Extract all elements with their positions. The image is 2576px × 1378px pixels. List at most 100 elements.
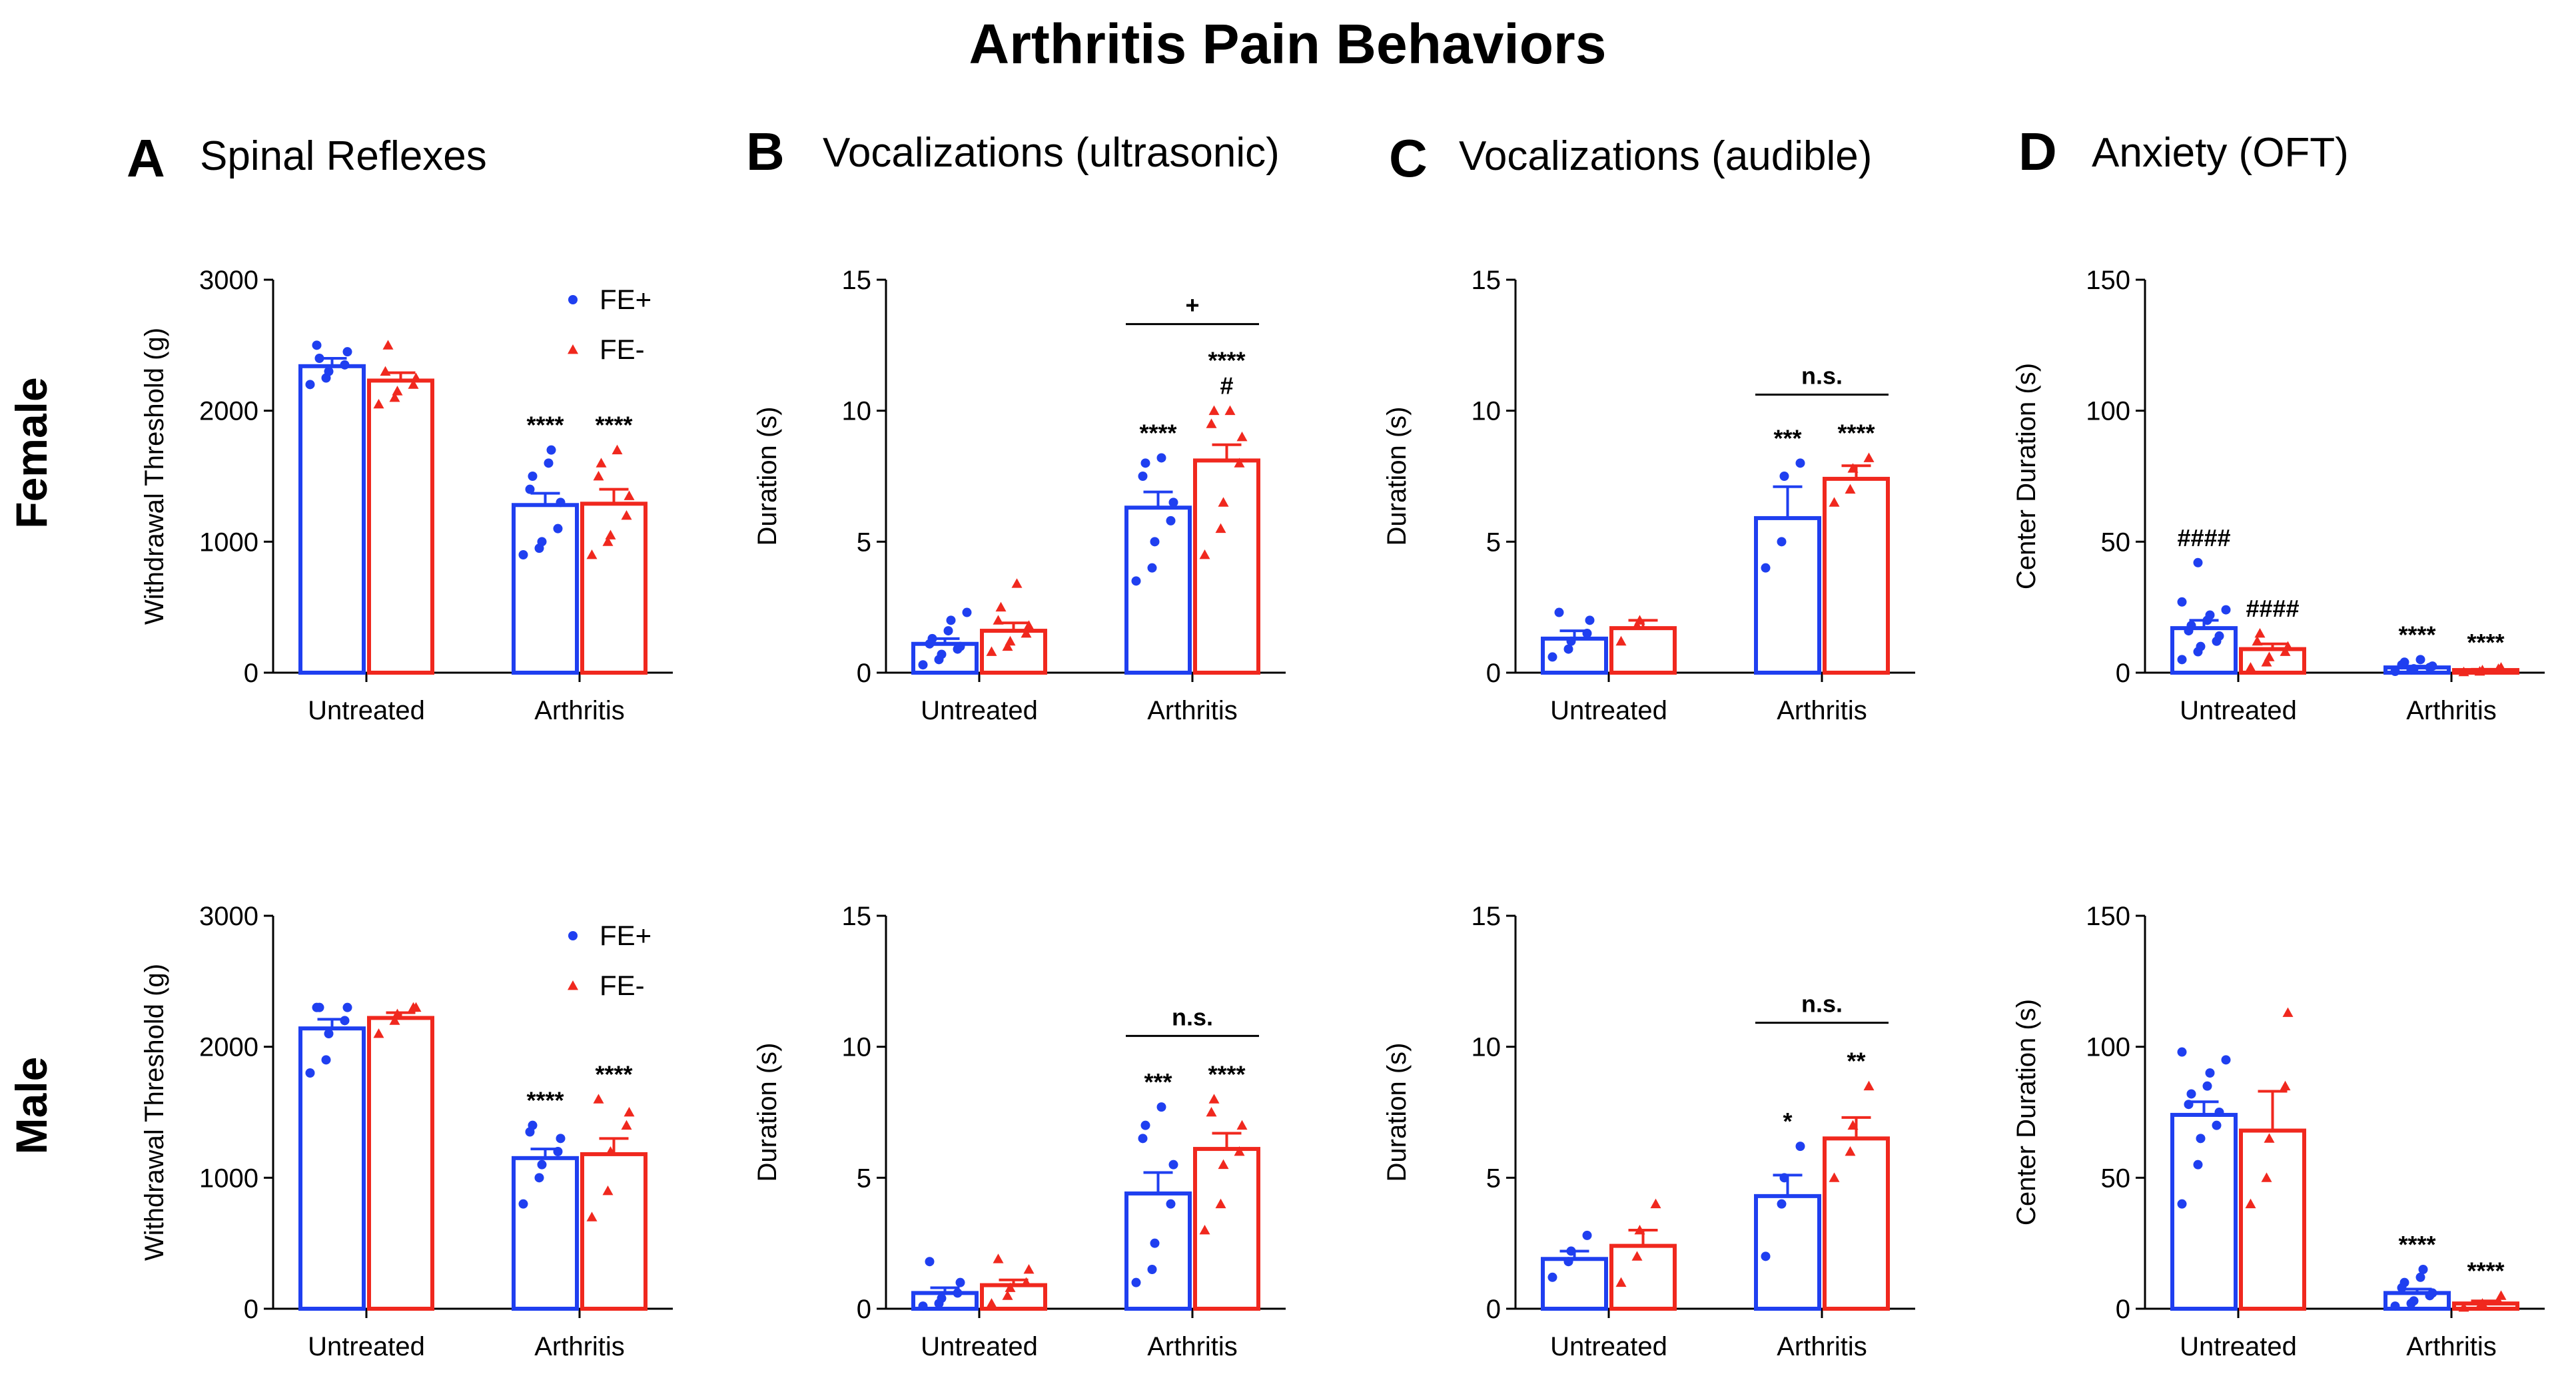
- legend-label: FE-: [600, 334, 645, 365]
- bar: [1609, 1243, 1677, 1311]
- legend-marker: [568, 931, 578, 940]
- x-tick-label: Arthritis: [1147, 1332, 1238, 1361]
- data-point: [943, 626, 953, 636]
- significance-label: ****: [595, 1060, 632, 1088]
- chart-1-0: 0 1000 2000 3000 Withdrawal Threshold (g) Unt…: [140, 902, 673, 1361]
- data-point: [1795, 1142, 1805, 1152]
- x-tick-label: Untreated: [1550, 696, 1667, 725]
- y-tick-label: 15: [1472, 266, 1502, 295]
- data-point: [624, 1107, 635, 1117]
- legend-label: FE-: [600, 970, 645, 1001]
- y-axis-label: Center Duration (s): [2012, 363, 2041, 589]
- significance-label: ****: [2467, 629, 2504, 656]
- data-point: [1563, 1257, 1573, 1267]
- data-point: [2282, 641, 2294, 651]
- data-point: [2458, 1302, 2469, 1312]
- data-point: [1615, 635, 1627, 646]
- data-point: [1829, 497, 1840, 507]
- y-tick-label: 10: [842, 397, 872, 426]
- data-point: [2409, 1296, 2419, 1306]
- data-point: [962, 607, 972, 617]
- data-point: [927, 633, 937, 643]
- x-tick-label: Untreated: [921, 1332, 1038, 1361]
- data-point: [2415, 655, 2425, 665]
- bar: [1609, 626, 1677, 675]
- data-point: [1140, 1120, 1150, 1130]
- data-point: [321, 1055, 331, 1065]
- data-point: [544, 458, 554, 468]
- data-point: [1140, 458, 1150, 468]
- data-point: [1779, 472, 1789, 481]
- significance-label: ****: [1208, 347, 1245, 374]
- data-point: [2458, 666, 2469, 677]
- data-point: [340, 360, 350, 370]
- data-point: [1582, 629, 1592, 638]
- data-point: [553, 523, 563, 533]
- data-point: [602, 1186, 614, 1196]
- data-point: [1863, 1080, 1875, 1091]
- chart-0-1: 0 5 10 15 Duration (s) Untreated Arthritis ****…: [753, 266, 1286, 725]
- data-point: [1011, 578, 1023, 588]
- data-point: [314, 354, 324, 363]
- data-point: [2495, 1290, 2507, 1300]
- y-tick-label: 150: [2086, 902, 2130, 931]
- x-tick-label: Arthritis: [534, 1332, 625, 1361]
- data-point: [2264, 1133, 2275, 1143]
- data-point: [1234, 1146, 1245, 1156]
- data-point: [537, 537, 547, 547]
- y-tick-label: 10: [1472, 1033, 1502, 1062]
- panel-title-d: Anxiety (OFT): [2092, 130, 2349, 176]
- panel-title-a: Spinal Reflexes: [200, 133, 487, 179]
- data-point: [621, 1120, 632, 1130]
- data-point: [1554, 607, 1564, 617]
- data-point: [2399, 657, 2409, 667]
- y-tick-label: 1000: [199, 1164, 258, 1193]
- data-point: [373, 398, 384, 409]
- y-tick-label: 0: [1486, 659, 1501, 688]
- data-point: [1166, 516, 1176, 525]
- row-label-female: Female: [7, 377, 56, 528]
- x-tick-label: Untreated: [308, 1332, 425, 1361]
- data-point: [946, 615, 956, 625]
- data-point: [2282, 1007, 2294, 1017]
- panel-letter-d: D: [2018, 122, 2057, 181]
- data-point: [556, 1134, 566, 1144]
- data-point: [2418, 1265, 2428, 1274]
- bracket-label: n.s.: [1801, 362, 1843, 389]
- data-point: [1206, 1107, 1217, 1117]
- data-point: [1650, 1198, 1661, 1209]
- data-point: [1547, 1272, 1557, 1282]
- bar: [1124, 1191, 1192, 1311]
- bar: [1193, 458, 1260, 675]
- data-point: [612, 444, 623, 455]
- chart-0-0: 0 1000 2000 3000 Withdrawal Threshold (g) Unt…: [140, 266, 673, 725]
- data-point: [953, 1288, 963, 1298]
- data-point: [621, 510, 632, 520]
- data-point: [2214, 631, 2224, 641]
- data-point: [518, 550, 528, 559]
- y-tick-label: 5: [1486, 527, 1501, 557]
- data-point: [2261, 1172, 2272, 1182]
- y-tick-label: 0: [244, 659, 258, 688]
- bar: [512, 1156, 579, 1311]
- data-point: [2196, 641, 2206, 651]
- data-point: [1147, 1265, 1157, 1274]
- bracket-label: n.s.: [1172, 1003, 1213, 1030]
- data-point: [1023, 1264, 1035, 1274]
- data-point: [1236, 432, 1248, 442]
- data-point: [1150, 537, 1160, 547]
- y-tick-label: 100: [2086, 397, 2130, 426]
- panel-title-b: Vocalizations (ultrasonic): [823, 130, 1280, 176]
- data-point: [1138, 472, 1148, 481]
- x-tick-label: Arthritis: [2406, 1332, 2497, 1361]
- data-point: [1224, 405, 1236, 416]
- y-tick-label: 0: [244, 1295, 258, 1324]
- data-point: [389, 1015, 400, 1025]
- data-point: [1168, 498, 1178, 508]
- data-point: [995, 601, 1007, 612]
- significance-label: ****: [1139, 419, 1176, 446]
- significance-label: ****: [2467, 1257, 2504, 1284]
- data-point: [1761, 1251, 1771, 1261]
